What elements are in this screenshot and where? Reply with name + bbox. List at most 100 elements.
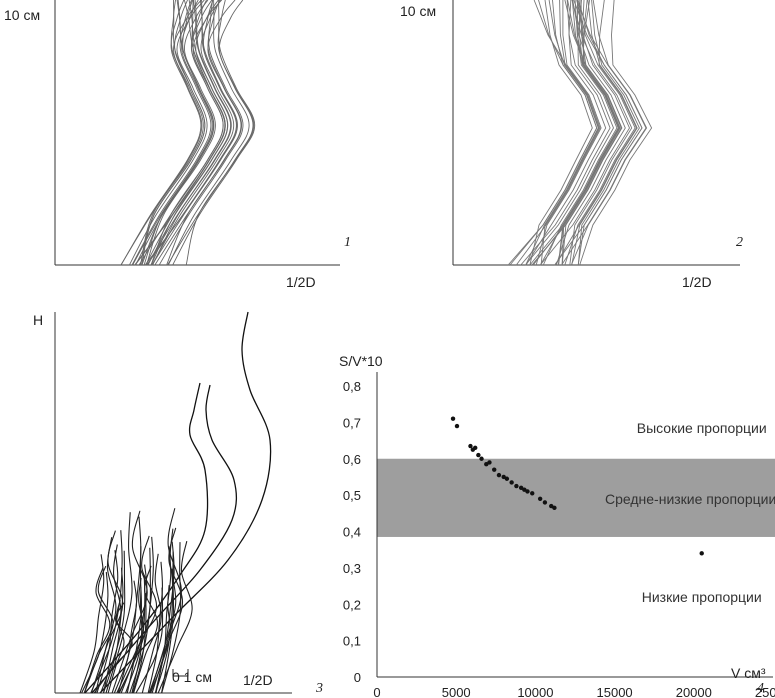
y-tick-labels: 0 0,1 0,2 0,3 0,4 0,5 0,6 0,7 0,8 bbox=[343, 379, 361, 685]
x-tick-label: 15000 bbox=[597, 685, 633, 698]
profile-polyline bbox=[509, 0, 598, 266]
profile-curve bbox=[185, 0, 255, 266]
panel-1-number: 1 bbox=[344, 235, 351, 250]
profile-polyline bbox=[577, 0, 640, 266]
data-point bbox=[492, 467, 497, 472]
y-tick-label: 0,6 bbox=[343, 452, 361, 467]
panel-3-y-label: H bbox=[33, 312, 43, 328]
y-tick-label: 0,7 bbox=[343, 415, 361, 430]
data-point bbox=[504, 476, 510, 481]
small-profile-curve bbox=[81, 571, 109, 694]
y-tick-label: 0,8 bbox=[343, 379, 361, 394]
small-profile-curve bbox=[117, 516, 142, 694]
zone-labels: Высокие пропорции Средне-низкие пропорции… bbox=[605, 420, 775, 605]
small-profile-curve bbox=[161, 542, 182, 694]
panel-4-scatter-chart: 0 0,1 0,2 0,3 0,4 0,5 0,6 0,7 0,8 0 5000 10000 1500… bbox=[339, 353, 775, 698]
data-point bbox=[487, 460, 492, 465]
data-point bbox=[468, 443, 473, 449]
small-profile-curve bbox=[147, 561, 163, 694]
scale-bar-label: 0 1 см bbox=[172, 669, 212, 685]
data-point bbox=[450, 416, 456, 421]
y-tick-label: 0,5 bbox=[343, 488, 361, 503]
panel-1-x-label: 1/2D bbox=[286, 274, 316, 290]
profile-curve bbox=[120, 0, 203, 266]
profile-curve bbox=[146, 0, 237, 266]
small-profile-curve bbox=[107, 600, 125, 694]
medium-low-band bbox=[377, 458, 775, 537]
small-profile-curve bbox=[133, 565, 159, 694]
profile-polyline bbox=[564, 0, 636, 266]
panel-2-x-label: 1/2D bbox=[682, 274, 712, 290]
profile-curve bbox=[151, 0, 235, 266]
data-point bbox=[473, 445, 478, 451]
profile-polyline bbox=[561, 0, 623, 266]
small-profile-curve bbox=[100, 550, 126, 694]
data-point bbox=[509, 480, 514, 485]
profile-curve bbox=[146, 0, 232, 266]
panel-2-curves bbox=[507, 0, 653, 266]
profile-polyline bbox=[535, 0, 602, 266]
panel-3-number: 3 bbox=[315, 681, 323, 696]
y-tick-label: 0,3 bbox=[343, 561, 361, 576]
panel-3-profiles: 0 1 см H 1/2D 3 bbox=[33, 311, 323, 696]
y-tick-label: 0 bbox=[354, 670, 361, 685]
profile-curve bbox=[129, 0, 208, 266]
small-profile-curve bbox=[141, 553, 162, 694]
profile-curve bbox=[135, 0, 215, 266]
data-point bbox=[479, 456, 484, 461]
small-profile-curve bbox=[154, 568, 174, 694]
profile-polyline bbox=[525, 0, 607, 266]
x-tick-label: 10000 bbox=[517, 685, 553, 698]
zone-label: Низкие пропорции bbox=[642, 589, 762, 605]
profile-curve bbox=[158, 0, 244, 266]
profile-curve bbox=[146, 0, 216, 266]
panel-3-x-label: 1/2D bbox=[243, 672, 273, 688]
scale-bar bbox=[172, 669, 189, 677]
profile-curve bbox=[154, 0, 242, 266]
data-point bbox=[542, 500, 548, 505]
small-profile-curve bbox=[90, 530, 123, 694]
y-tick-label: 0,4 bbox=[343, 525, 361, 540]
small-profile-curve bbox=[102, 567, 124, 694]
data-point bbox=[530, 491, 535, 496]
profile-curve bbox=[120, 0, 202, 266]
x-tick-label: 25000 bbox=[755, 685, 775, 698]
zone-label: Средне-низкие пропорции bbox=[605, 491, 775, 507]
profile-curve bbox=[131, 0, 212, 266]
profile-curve bbox=[134, 0, 226, 266]
large-profile-curve bbox=[91, 384, 238, 694]
data-point bbox=[537, 496, 543, 501]
profile-polyline bbox=[525, 0, 599, 266]
data-points bbox=[450, 416, 704, 556]
panel-1-profiles: 10 см 1/2D 1 bbox=[4, 0, 351, 290]
small-profile-curve bbox=[93, 602, 133, 694]
profile-polyline bbox=[570, 0, 648, 266]
data-point bbox=[454, 423, 460, 429]
profile-curve bbox=[140, 0, 204, 266]
panel-2-number: 2 bbox=[736, 235, 743, 250]
profile-polyline bbox=[520, 0, 611, 266]
profile-polyline bbox=[558, 0, 620, 266]
profile-curve bbox=[150, 0, 224, 266]
data-point bbox=[552, 505, 557, 511]
small-profile-curve bbox=[135, 587, 164, 694]
panel-1-y-label: 10 см bbox=[4, 7, 40, 23]
profile-polyline bbox=[555, 0, 638, 266]
x-tick-label: 20000 bbox=[676, 685, 712, 698]
small-profile-curve bbox=[113, 580, 138, 694]
zone-label: Высокие пропорции bbox=[637, 420, 767, 436]
profile-polyline bbox=[571, 0, 638, 266]
small-profile-curve bbox=[151, 527, 184, 694]
data-point bbox=[476, 452, 481, 458]
small-profile-curve bbox=[116, 535, 158, 694]
small-profile-curve bbox=[132, 593, 147, 694]
panel-4-y-label: S/V*10 bbox=[339, 353, 383, 369]
small-profile-curve bbox=[102, 544, 122, 694]
small-profile-curve bbox=[105, 512, 133, 694]
x-tick-label: 0 bbox=[373, 685, 380, 698]
data-point bbox=[525, 489, 530, 494]
profile-polyline bbox=[557, 0, 620, 266]
data-point bbox=[496, 472, 502, 478]
y-tick-label: 0,2 bbox=[343, 597, 361, 612]
panel-1-curves bbox=[120, 0, 256, 266]
